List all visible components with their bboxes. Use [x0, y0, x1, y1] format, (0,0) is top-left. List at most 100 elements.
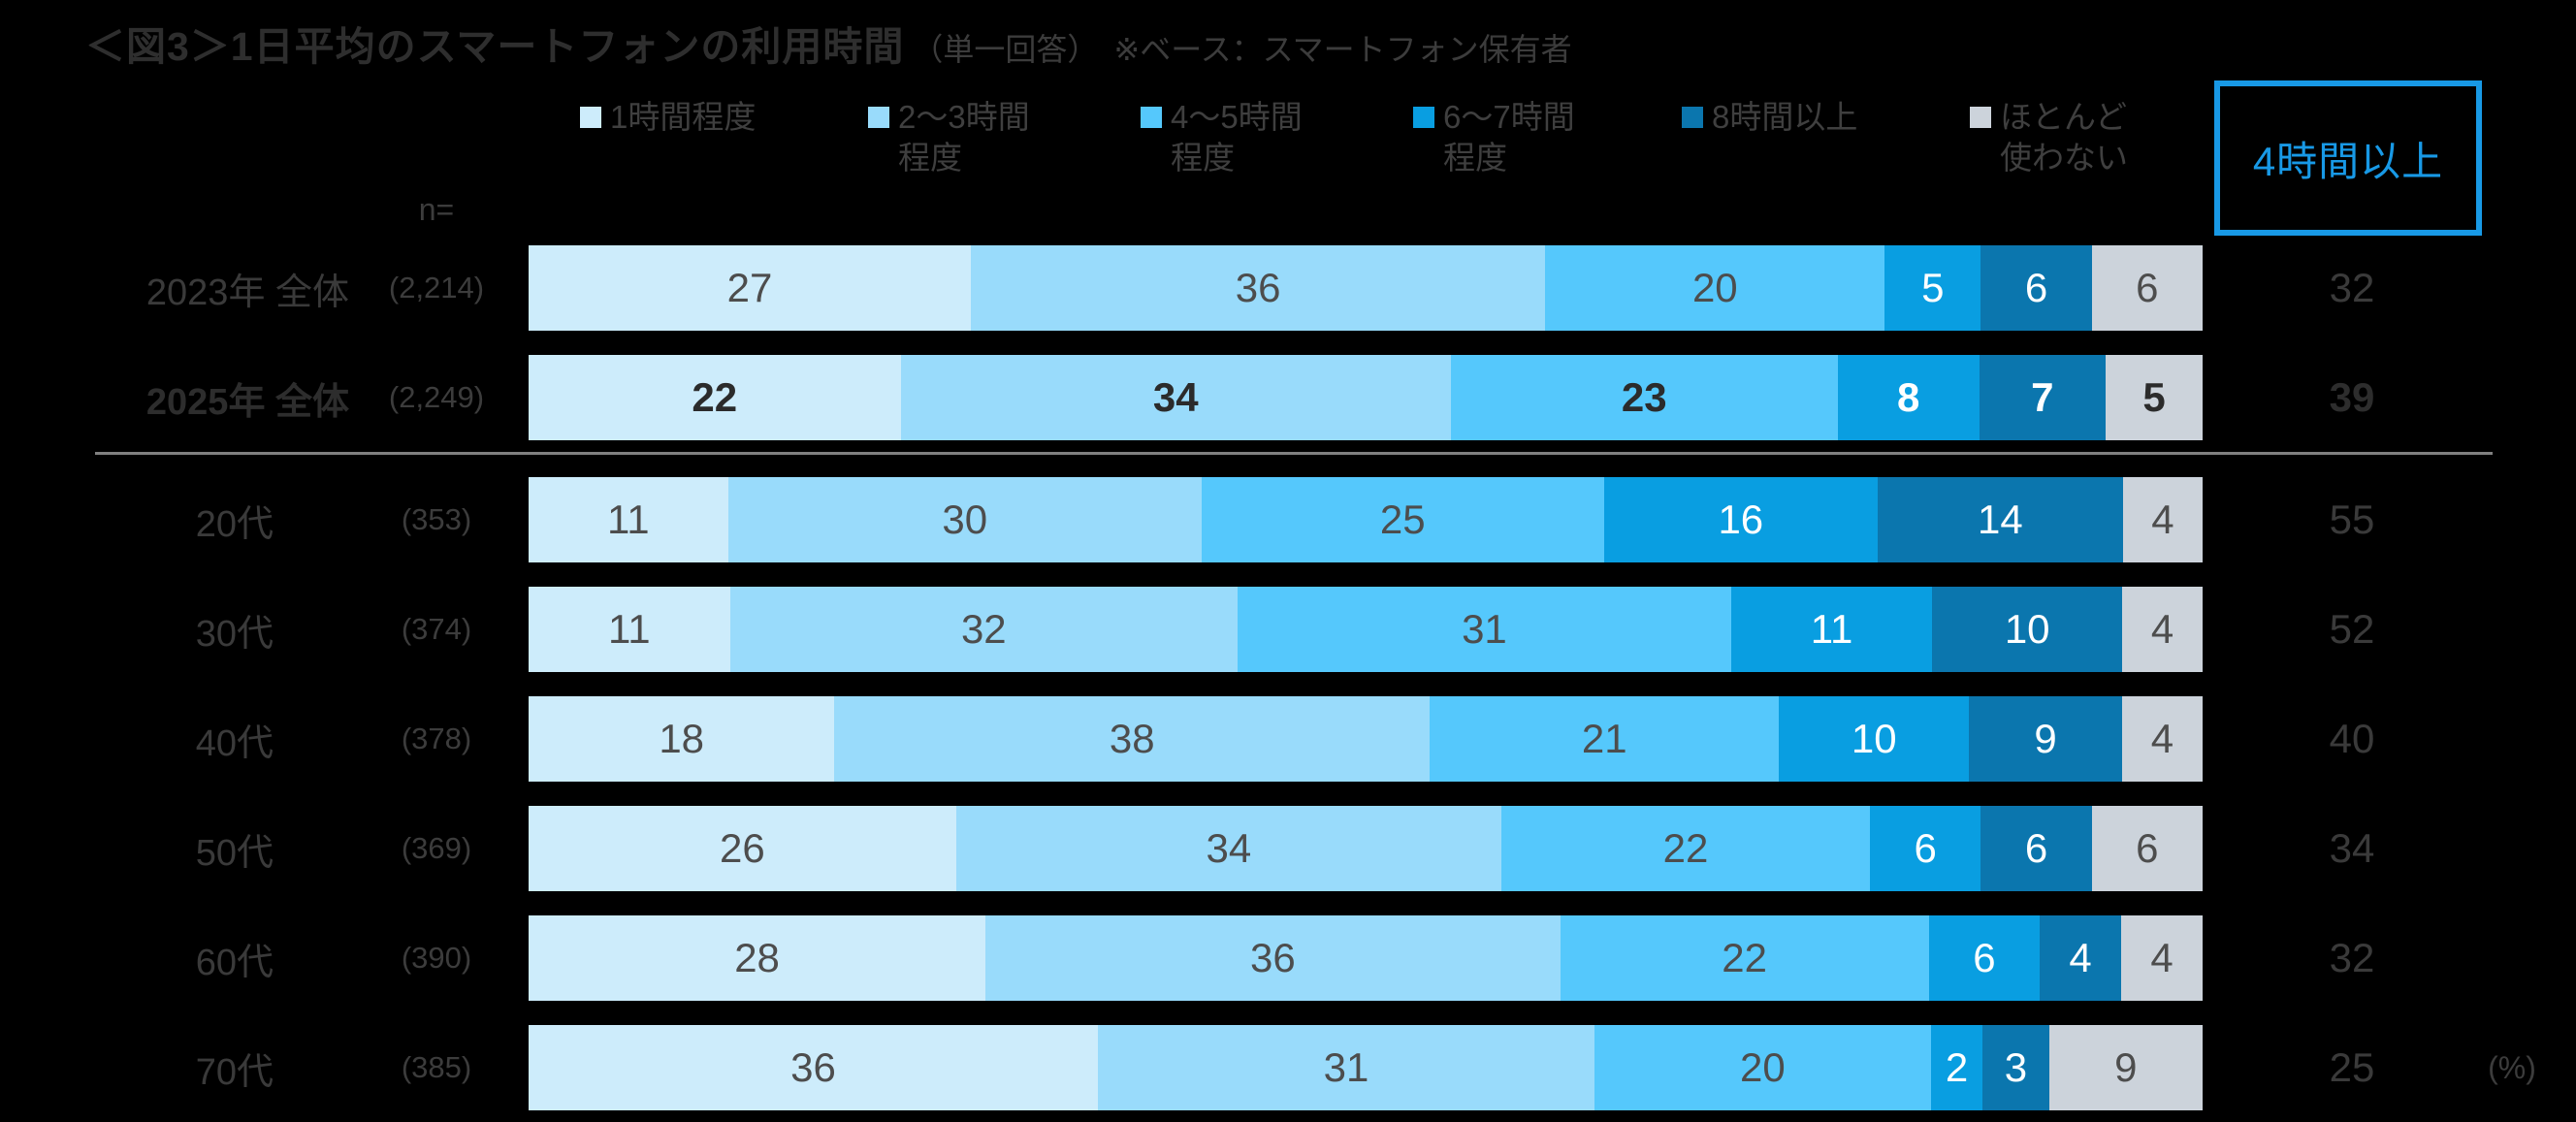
- legend-swatch: [580, 107, 601, 128]
- bar-segment-value: 8: [1896, 374, 1920, 420]
- bar-segment-value: 4: [2151, 497, 2174, 542]
- legend-label-line1: 1時間程度: [610, 99, 757, 135]
- bar-segment-value: 18: [659, 716, 705, 761]
- four-hours-plus-box-label: 4時間以上: [2252, 138, 2444, 184]
- bar-segment-value: 32: [960, 606, 1007, 652]
- bar-segment: 10: [1932, 587, 2123, 672]
- bar-segment-value: 11: [1810, 606, 1853, 652]
- bar-segment-value: 10: [2004, 606, 2050, 652]
- bar-segment-value: 34: [1206, 825, 1252, 871]
- bar-segment: 18: [529, 696, 835, 782]
- row-n-value: (2,249): [388, 380, 485, 414]
- legend-item: 4〜5時間程度: [1141, 97, 1413, 178]
- bar-segment: 20: [1545, 245, 1885, 331]
- row-label: 2025年 全体: [145, 381, 349, 423]
- bar-segment: 11: [529, 477, 728, 562]
- bar-segment: 6: [2091, 806, 2204, 891]
- legend-label: 1時間程度: [610, 97, 756, 138]
- bar-segment-value: 6: [2136, 825, 2159, 871]
- bar-segment: 22: [529, 355, 901, 440]
- legend-item: 1時間程度: [580, 97, 868, 138]
- bar-segment-value: 11: [606, 497, 650, 542]
- chart-row: 50代 (369) 26 34 22 6 6 6 34: [0, 806, 2576, 891]
- bar-segment: 34: [955, 806, 1501, 891]
- legend-item: ほとんど 使わない: [1970, 97, 2242, 178]
- chart-row: 20代 (353) 11 30 25 16 14 4 55: [0, 477, 2576, 562]
- row-n-value: (353): [401, 502, 472, 536]
- stacked-bar: 11 30 25 16 14 4: [529, 477, 2204, 562]
- n-column-header: n=: [418, 192, 455, 227]
- legend-label: 2〜3時間 程度: [898, 97, 1030, 178]
- bar-segment: 3: [1982, 1025, 2049, 1110]
- bar-segment-value: 4: [2069, 935, 2092, 980]
- legend-label-line2: 程度: [1171, 140, 1235, 176]
- bar-segment: 4: [2122, 587, 2204, 672]
- bar-segment-value: 31: [1462, 606, 1507, 652]
- chart-title-sub: （単一回答） ※ベース：スマートフォン保有者: [912, 32, 1572, 67]
- bar-segment-value: 20: [1740, 1044, 1786, 1090]
- bar-segment: 4: [2040, 915, 2122, 1001]
- bar-segment-value: 25: [1379, 497, 1426, 542]
- legend-label-line1: 4〜5時間: [1171, 99, 1303, 135]
- stacked-bar: 11 32 31 11 10 4: [529, 587, 2204, 672]
- legend-item: 8時間以上: [1682, 97, 1970, 138]
- bar-segment-value: 3: [2004, 1044, 2028, 1090]
- row-n-value: (2,214): [388, 271, 485, 305]
- chart-row: 60代 (390) 28 36 22 6 4 4 32: [0, 915, 2576, 1001]
- stacked-bar: 26 34 22 6 6 6: [529, 806, 2204, 891]
- bar-segment-value: 2: [1945, 1044, 1969, 1090]
- legend-label-line1: 6〜7時間: [1443, 99, 1575, 135]
- bar-segment-value: 34: [1152, 374, 1199, 420]
- bar-segment: 6: [1980, 245, 2092, 331]
- bar-segment: 11: [529, 587, 730, 672]
- bar-segment-value: 31: [1323, 1044, 1369, 1090]
- legend-label-line1: 8時間以上: [1712, 99, 1858, 135]
- row-label: 40代: [195, 722, 274, 764]
- four-hours-plus-value: 34: [2329, 825, 2375, 871]
- bar-segment: 2: [1930, 1025, 1983, 1110]
- percent-unit-label: (%): [2488, 1049, 2536, 1085]
- four-hours-plus-value: 39: [2329, 374, 2375, 420]
- bar-segment-value: 16: [1718, 497, 1764, 542]
- legend-label: 8時間以上: [1712, 97, 1857, 138]
- bar-segment: 27: [529, 245, 971, 331]
- legend-swatch: [1141, 107, 1162, 128]
- row-n-value: (390): [401, 941, 472, 975]
- row-label: 60代: [195, 942, 274, 983]
- legend: 1時間程度 2〜3時間 程度 4〜5時間 程度 6〜7時間 程度 8時間以上 ほとんど 使わない: [580, 97, 2242, 178]
- bar-segment-value: 10: [1851, 716, 1897, 761]
- bar-segment-value: 14: [1977, 497, 2023, 542]
- four-hours-plus-box: 4時間以上: [2214, 80, 2482, 236]
- bar-segment-value: 4: [2150, 716, 2174, 761]
- bar-segment: 4: [2121, 696, 2203, 782]
- chart-row: 2023年 全体 (2,214) 27 36 20 5 6 6 32: [0, 245, 2576, 331]
- bar-segment: 22: [1500, 806, 1871, 891]
- stacked-bar: 27 36 20 5 6 6: [529, 245, 2203, 331]
- legend-label: ほとんど 使わない: [2000, 97, 2128, 178]
- bar-segment-value: 6: [1973, 935, 1996, 980]
- legend-item: 6〜7時間 程度: [1413, 97, 1682, 178]
- chart-title: ＜図3＞1日平均のスマートフォンの利用時間 （単一回答） ※ベース：スマートフォン…: [85, 14, 1572, 72]
- bar-segment: 23: [1450, 355, 1838, 440]
- bar-segment: 5: [2106, 355, 2203, 440]
- bar-segment: 6: [1928, 915, 2041, 1001]
- bar-segment-value: 36: [1249, 935, 1296, 980]
- bar-segment-value: 9: [2114, 1044, 2138, 1090]
- bar-segment: 34: [900, 355, 1451, 440]
- bar-segment: 6: [1980, 806, 2092, 891]
- bar-segment: 14: [1877, 477, 2123, 562]
- legend-label-line2: 程度: [898, 140, 962, 176]
- bar-segment-value: 4: [2150, 606, 2174, 652]
- bar-segment-value: 28: [734, 935, 780, 980]
- bar-segment-value: 4: [2150, 935, 2174, 980]
- bar-segment: 16: [1603, 477, 1878, 562]
- bar-segment: 31: [1097, 1025, 1594, 1110]
- bar-segment: 5: [1884, 245, 1981, 331]
- bar-segment: 10: [1779, 696, 1970, 782]
- bar-segment-value: 26: [720, 825, 765, 871]
- stacked-bar: 28 36 22 6 4 4: [529, 915, 2203, 1001]
- bar-segment-value: 6: [2136, 265, 2159, 310]
- chart-row: 40代 (378) 18 38 21 10 9 4 40: [0, 696, 2576, 782]
- bar-segment: 22: [1560, 915, 1929, 1001]
